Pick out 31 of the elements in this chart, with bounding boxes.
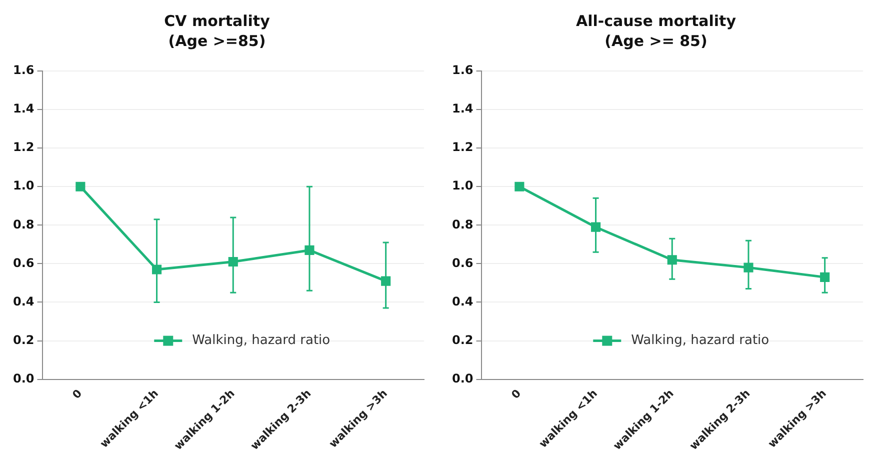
y-tick-label: 0.4 xyxy=(12,294,34,308)
y-tick-label: 1.0 xyxy=(452,178,474,193)
y-tick-label: 0.8 xyxy=(12,217,34,232)
chart-subtitle: (Age >= 85) xyxy=(604,32,708,50)
legend-label: Walking, hazard ratio xyxy=(631,333,770,348)
y-tick-label: 0.6 xyxy=(12,256,34,270)
y-tick-label: 1.4 xyxy=(452,102,474,116)
chart-subtitle: (Age >=85) xyxy=(168,32,266,50)
chart-title: All-cause mortality xyxy=(576,12,736,30)
point xyxy=(152,264,162,274)
y-tick-label: 1.6 xyxy=(452,63,474,78)
point xyxy=(514,182,524,192)
y-tick-label: 0.0 xyxy=(452,371,474,386)
y-tick-label: 1.4 xyxy=(12,102,34,116)
y-tick-label: 0.4 xyxy=(452,294,474,308)
y-tick-label: 0.6 xyxy=(452,256,474,270)
point xyxy=(744,262,754,272)
y-tick-label: 0.2 xyxy=(452,332,474,347)
y-tick-label: 1.2 xyxy=(12,140,34,154)
y-tick-label: 1.2 xyxy=(452,140,474,154)
y-tick-label: 0.8 xyxy=(452,217,474,232)
chart-title: CV mortality xyxy=(164,12,270,30)
point xyxy=(76,182,86,192)
y-tick-label: 0.0 xyxy=(12,371,34,386)
point xyxy=(304,245,314,255)
legend-label: Walking, hazard ratio xyxy=(192,333,330,348)
x-tick-label: 0 xyxy=(70,386,85,402)
y-tick-label: 1.0 xyxy=(12,178,34,193)
x-tick-label: 0 xyxy=(508,386,524,402)
y-tick-label: 1.6 xyxy=(12,63,34,78)
y-tick-label: 0.2 xyxy=(12,332,34,347)
